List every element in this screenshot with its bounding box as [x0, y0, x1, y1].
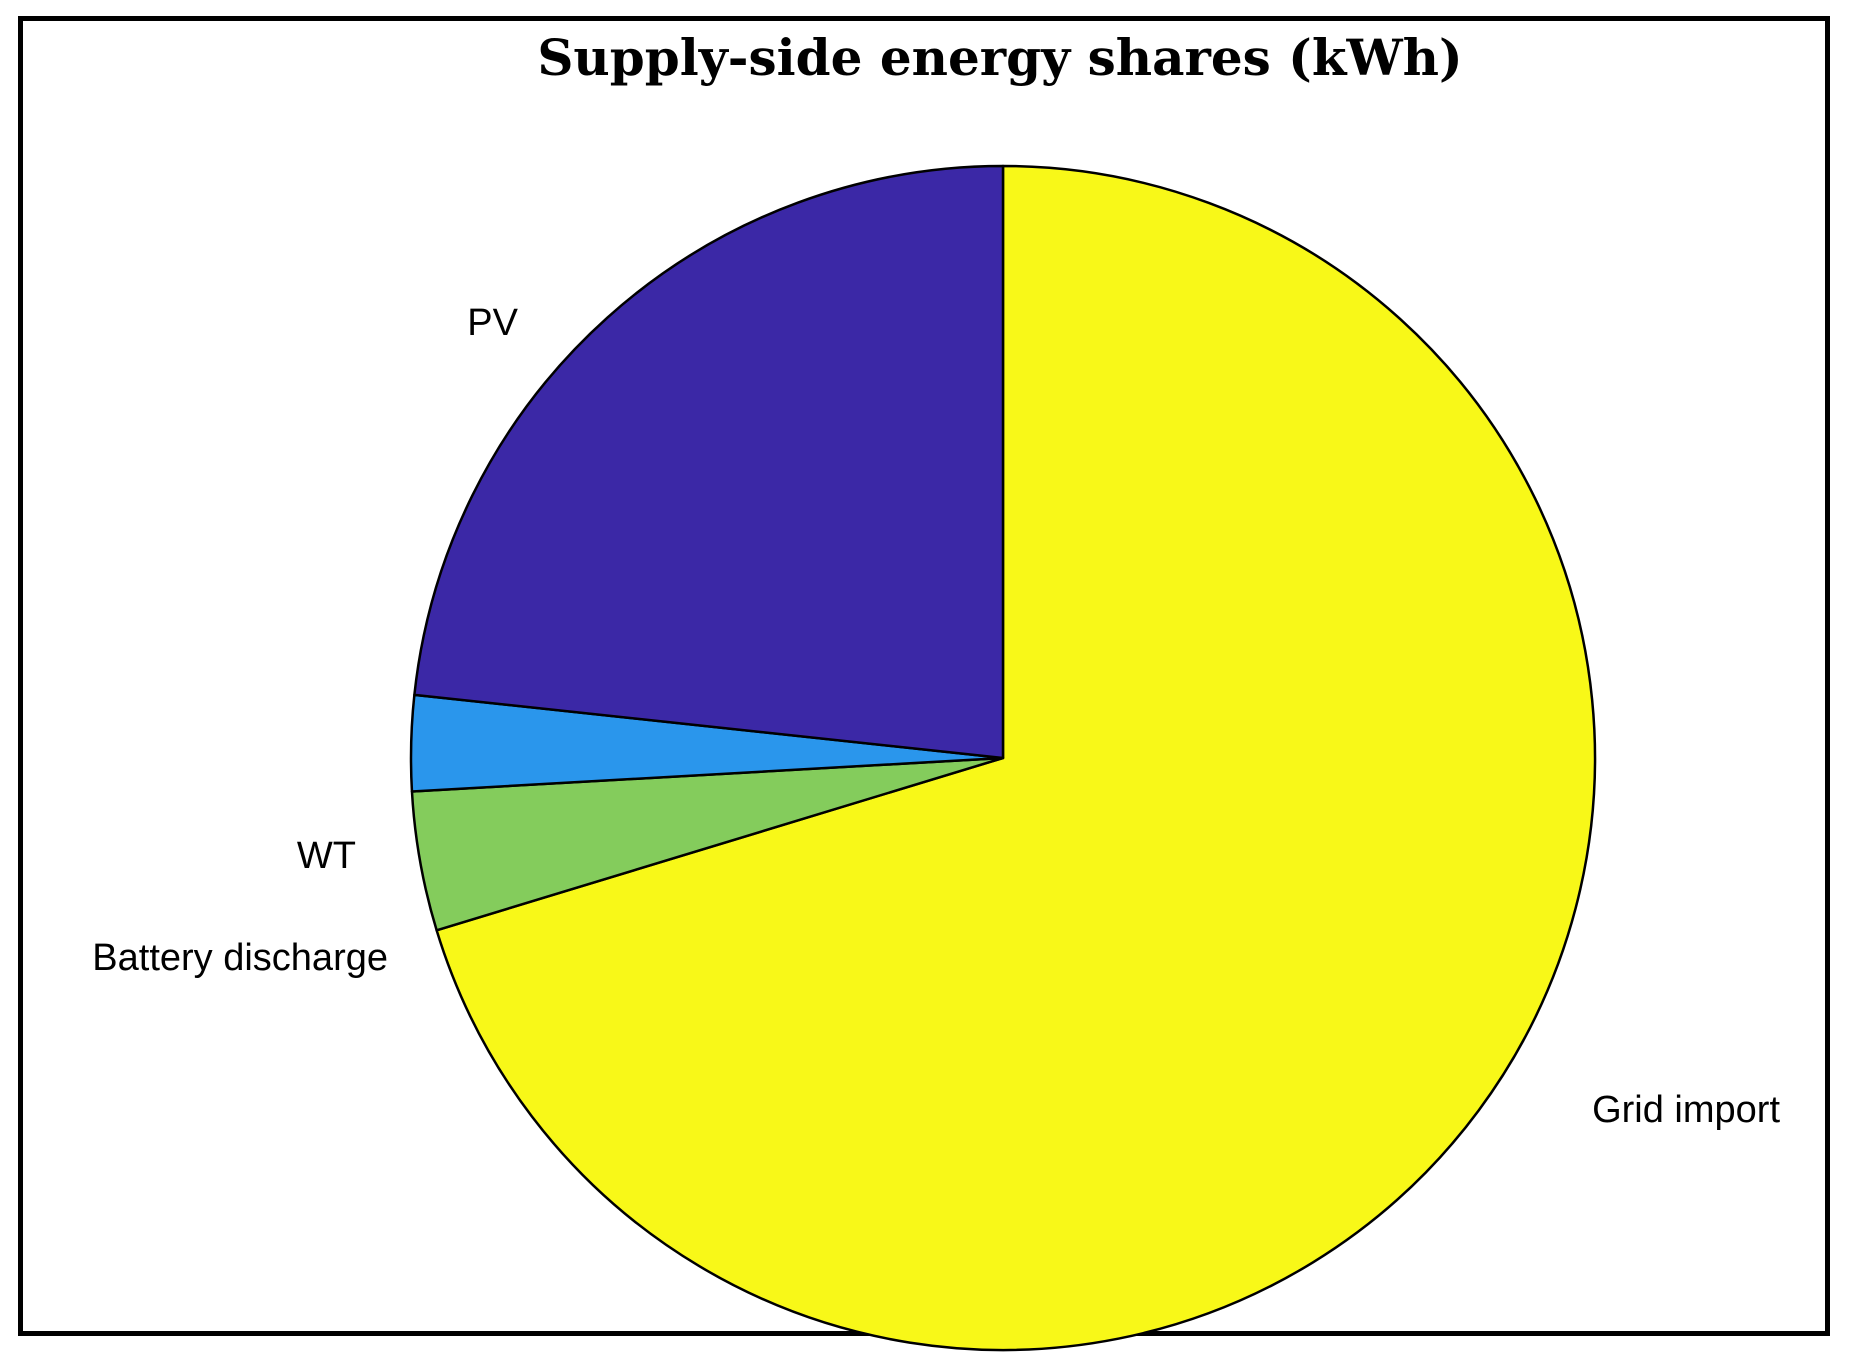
- pie-labels: Grid import Battery discharge WT PV: [92, 302, 1780, 1131]
- pie-slice-pv: [413, 164, 1005, 760]
- pie-slice-grid-import: [435, 164, 1597, 1352]
- pie-slices: [409, 164, 1597, 1352]
- slice-label-battery-discharge: Battery discharge: [92, 937, 388, 979]
- chart-title: Supply-side energy shares (kWh): [537, 28, 1462, 87]
- slice-label-wt: WT: [297, 835, 356, 877]
- slice-label-pv: PV: [467, 302, 518, 344]
- slice-label-grid-import: Grid import: [1592, 1089, 1780, 1131]
